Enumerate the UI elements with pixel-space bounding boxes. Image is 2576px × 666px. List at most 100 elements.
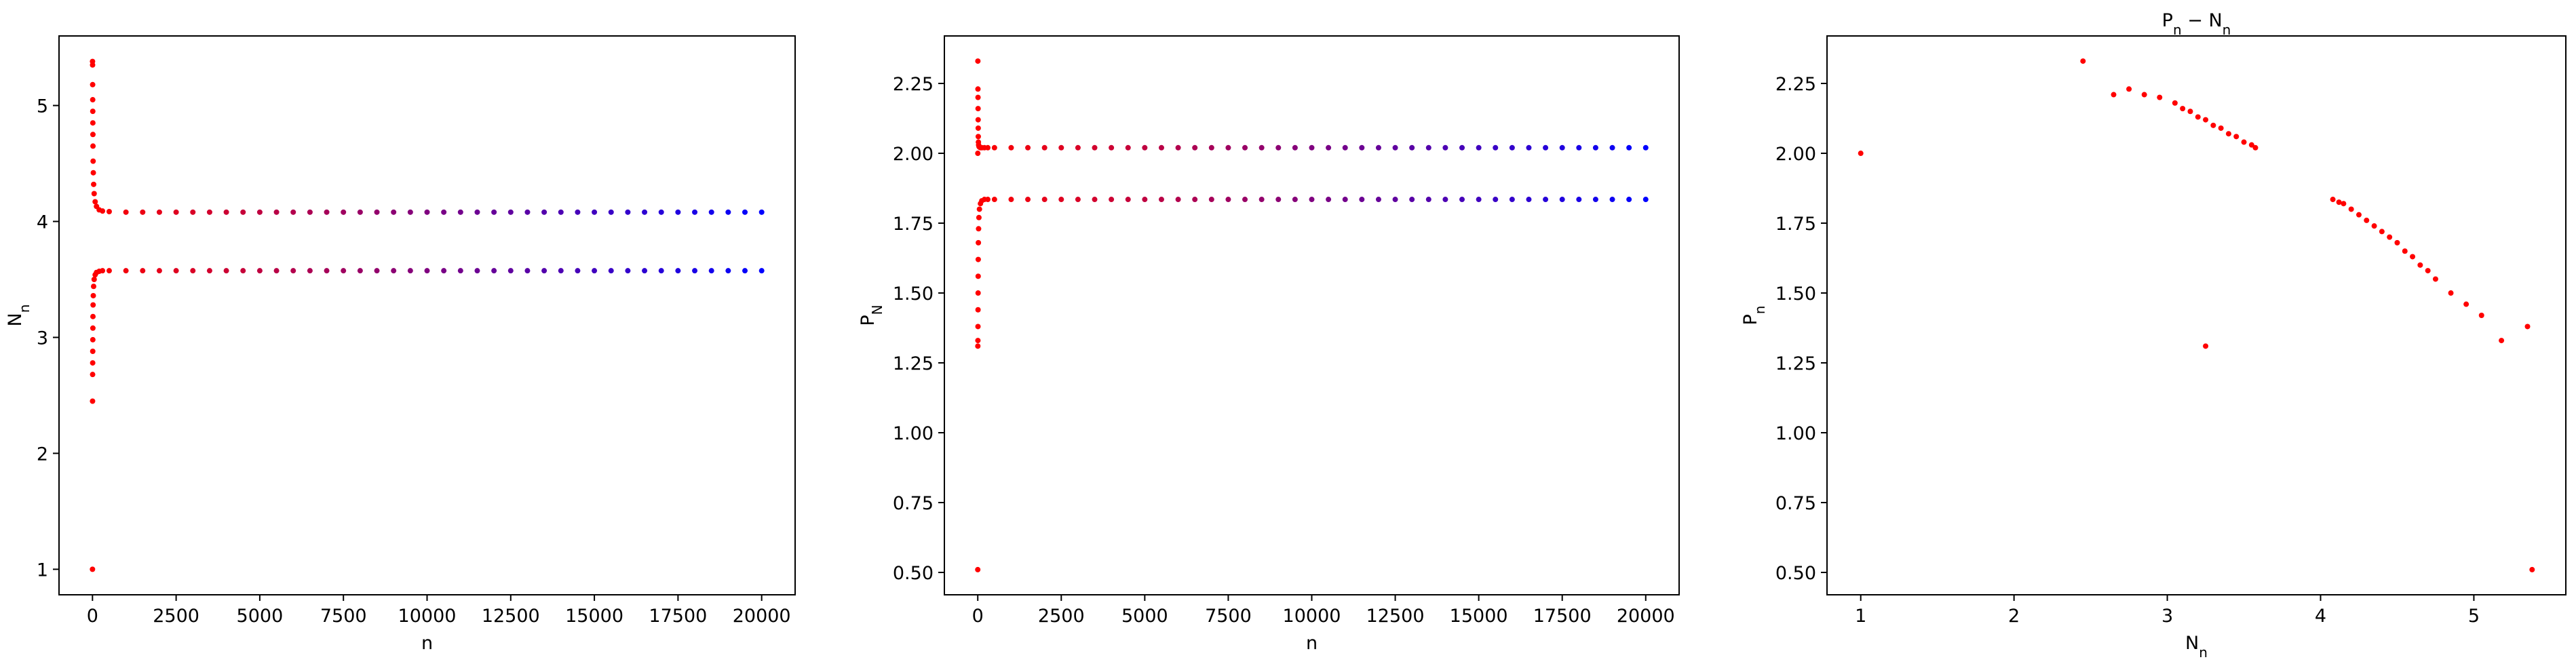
point <box>1342 144 1348 151</box>
point <box>2210 122 2216 128</box>
plot-frame <box>944 35 1680 595</box>
point <box>2529 566 2535 572</box>
label-part: N <box>5 313 26 326</box>
point <box>441 268 447 274</box>
point <box>1275 144 1282 151</box>
y-axis-label: Pn <box>1740 306 1768 326</box>
x-tick-label: 5000 <box>1121 606 1168 627</box>
point <box>1326 197 1332 203</box>
point <box>1242 144 1248 151</box>
point <box>976 226 982 232</box>
point <box>975 151 981 157</box>
chart-title: Pn − Nn <box>2162 10 2231 38</box>
point <box>2111 92 2117 98</box>
x-tick-label: 5 <box>2468 606 2480 627</box>
point <box>976 206 982 212</box>
label-part: n <box>1752 306 1768 315</box>
point <box>424 268 430 274</box>
point <box>90 283 96 290</box>
x-tick-label: 7500 <box>1205 606 1252 627</box>
y-tick-label: 4 <box>37 212 48 233</box>
point <box>1543 144 1549 151</box>
point <box>1526 197 1532 203</box>
point <box>1359 144 1365 151</box>
point <box>90 81 96 87</box>
point <box>975 86 981 92</box>
point <box>1526 144 1532 151</box>
label-part: N <box>2185 633 2199 654</box>
point <box>1309 144 1315 151</box>
point <box>1208 197 1214 203</box>
point <box>223 209 229 215</box>
point <box>658 268 664 274</box>
point <box>975 58 981 64</box>
point <box>1092 197 1098 203</box>
point <box>976 214 982 220</box>
point <box>1442 144 1448 151</box>
y-tick-label: 0.75 <box>893 493 934 514</box>
point <box>1158 197 1164 203</box>
point <box>1225 144 1231 151</box>
point <box>1359 197 1365 203</box>
point <box>90 109 96 115</box>
point <box>625 268 631 274</box>
label-part: P <box>858 315 879 326</box>
point <box>341 209 347 215</box>
point <box>1559 144 1565 151</box>
y-axis-label: PN <box>858 305 885 326</box>
point <box>240 268 246 274</box>
point <box>1392 144 1398 151</box>
point <box>457 268 463 274</box>
point <box>474 268 480 274</box>
point <box>2379 229 2385 235</box>
y-tick-label: 0.50 <box>893 563 934 584</box>
point <box>1509 197 1515 203</box>
point <box>90 336 96 342</box>
point <box>975 117 981 123</box>
point <box>1576 197 1582 203</box>
point <box>1092 144 1098 151</box>
point <box>976 239 982 246</box>
point <box>1292 144 1298 151</box>
point <box>1592 197 1598 203</box>
point <box>975 256 981 262</box>
point <box>2371 223 2377 229</box>
point <box>90 120 96 126</box>
point <box>975 290 981 296</box>
point <box>1175 197 1181 203</box>
point <box>324 209 330 215</box>
y-tick-label: 1.75 <box>893 214 934 235</box>
point <box>1041 144 1047 151</box>
point <box>575 209 581 215</box>
point <box>2336 199 2342 205</box>
point <box>90 313 96 319</box>
y-tick-label: 1.00 <box>893 423 934 444</box>
label-part: − <box>2182 10 2209 31</box>
y-tick-label: 5 <box>37 96 48 117</box>
point <box>608 209 614 215</box>
point <box>2187 109 2193 115</box>
point <box>123 209 129 215</box>
point <box>1058 197 1064 203</box>
point <box>975 343 981 349</box>
point <box>491 209 497 215</box>
point <box>90 348 96 354</box>
point <box>2203 343 2209 349</box>
y-tick-label: 2.25 <box>1775 74 1816 95</box>
point <box>975 338 981 344</box>
point <box>90 292 96 298</box>
point <box>1142 197 1148 203</box>
point <box>2410 254 2416 260</box>
point <box>558 268 564 274</box>
point <box>1275 197 1282 203</box>
point <box>2341 201 2347 207</box>
point <box>2180 106 2186 112</box>
point <box>991 197 997 203</box>
x-tick-label: 12500 <box>1366 606 1425 627</box>
point <box>90 62 96 68</box>
y-tick-label: 1.00 <box>1775 423 1816 444</box>
point <box>1459 197 1465 203</box>
point <box>2499 338 2505 344</box>
point <box>92 199 98 205</box>
point <box>374 268 380 274</box>
